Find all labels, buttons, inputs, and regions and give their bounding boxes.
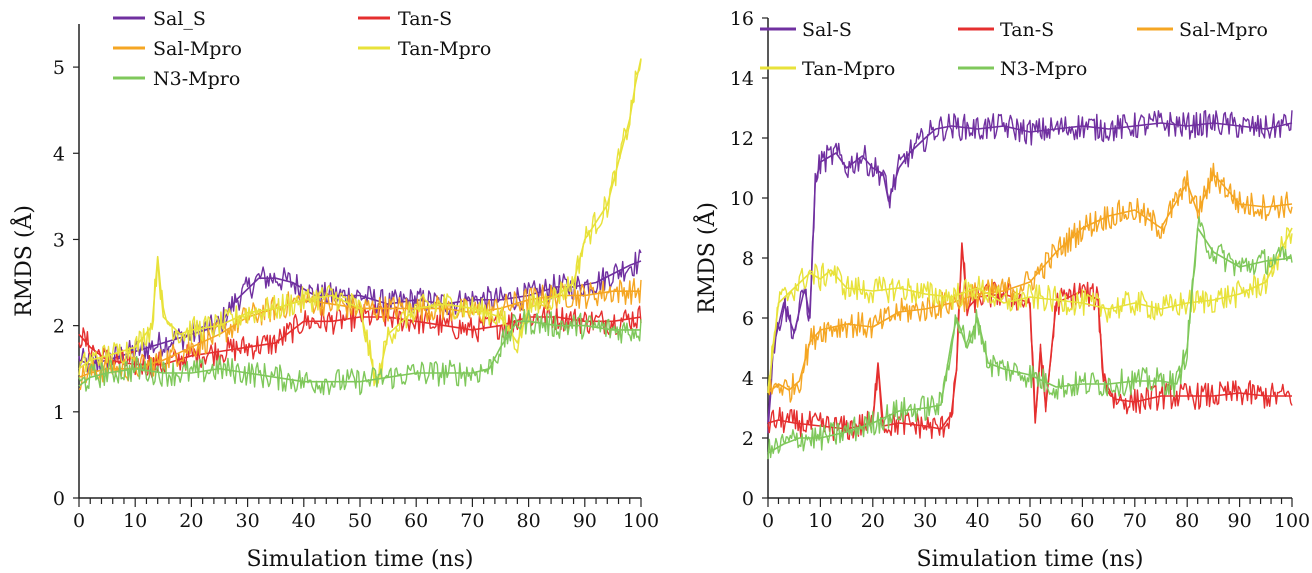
legend-label: N3-Mpro	[1000, 58, 1087, 80]
series-lines	[78, 58, 642, 396]
y-tick-label: 10	[730, 188, 754, 210]
x-tick-label: 80	[517, 510, 541, 532]
y-tick-label: 12	[730, 128, 754, 150]
y-axis-title: RMDS (Å)	[9, 205, 37, 317]
y-tick-label: 16	[730, 8, 754, 30]
series-trace-sal-s	[767, 109, 1293, 434]
legend-label: N3-Mpro	[153, 68, 240, 90]
legend-label: Tan-Mpro	[802, 58, 895, 80]
x-axis-title: Simulation time (ns)	[917, 547, 1144, 572]
x-tick-label: 30	[236, 510, 260, 532]
x-tick-label: 0	[73, 510, 85, 532]
y-tick-label: 4	[53, 143, 65, 165]
x-tick-label: 50	[348, 510, 372, 532]
series-trace-n3-mpro	[767, 216, 1293, 460]
legend-label: Sal-Mpro	[1179, 19, 1268, 41]
x-tick-label: 60	[404, 510, 428, 532]
series-trace-tan-mpro	[767, 227, 1293, 393]
y-axis-title: RMDS (Å)	[692, 202, 720, 314]
y-tick-label: 1	[53, 402, 65, 424]
y-tick-label: 0	[53, 488, 65, 510]
tick-marks: 0 10 20 30 40 50 60 70 80 90 100 0 2 4 6 8 10 12 14 16	[730, 8, 1310, 532]
legend-label: Sal-Mpro	[153, 38, 242, 60]
series-line-tan-s	[78, 316, 642, 366]
x-tick-label: 0	[762, 510, 774, 532]
x-tick-label: 20	[861, 510, 885, 532]
y-tick-label: 4	[742, 368, 754, 390]
y-tick-label: 0	[742, 488, 754, 510]
x-tick-label: 10	[808, 510, 832, 532]
x-tick-label: 80	[1175, 510, 1199, 532]
legend-label: Tan-Mpro	[398, 38, 491, 60]
legend-label: Sal-S	[802, 19, 852, 41]
legend: Sal-S Tan-S Sal-Mpro Tan-Mpro N3-Mpro	[760, 19, 1268, 80]
x-tick-label: 70	[460, 510, 484, 532]
series-lines	[767, 109, 1293, 460]
y-tick-label: 2	[742, 428, 754, 450]
y-tick-label: 3	[53, 229, 65, 251]
series-trace-tan-mpro	[78, 59, 642, 387]
tick-marks: 0 10 20 30 40 50 60 70 80 90 100 0 1 2 3 4 5	[53, 57, 659, 532]
legend-label: Tan-S	[1000, 19, 1054, 41]
x-axis-title: Simulation time (ns)	[247, 547, 474, 572]
right-chart-panel: 0 10 20 30 40 50 60 70 80 90 100 0 2 4 6 8 10 12 14 16 Sal-…	[692, 8, 1310, 572]
series-trace-sal-mpro	[767, 162, 1293, 403]
x-tick-label: 50	[1018, 510, 1042, 532]
x-tick-label: 40	[966, 510, 990, 532]
x-tick-label: 60	[1070, 510, 1094, 532]
legend: Sal_S Tan-S Sal-Mpro Tan-Mpro N3-Mpro	[113, 8, 491, 90]
x-tick-label: 90	[1228, 510, 1252, 532]
y-tick-label: 2	[53, 316, 65, 338]
x-tick-label: 30	[913, 510, 937, 532]
x-tick-label: 10	[123, 510, 147, 532]
x-tick-label: 20	[179, 510, 203, 532]
x-tick-label: 90	[573, 510, 597, 532]
x-tick-label: 40	[292, 510, 316, 532]
legend-label: Tan-S	[398, 8, 452, 30]
x-tick-label: 100	[623, 510, 659, 532]
x-tick-label: 70	[1123, 510, 1147, 532]
legend-label: Sal_S	[153, 8, 206, 30]
y-tick-label: 5	[53, 57, 65, 79]
x-tick-label: 100	[1274, 510, 1310, 532]
series-trace-tan-s	[767, 246, 1293, 441]
y-tick-label: 14	[730, 68, 754, 90]
y-tick-label: 6	[742, 308, 754, 330]
series-line-tan-mpro	[78, 58, 642, 387]
y-tick-label: 8	[742, 248, 754, 270]
series-trace-n3-mpro	[78, 308, 642, 396]
